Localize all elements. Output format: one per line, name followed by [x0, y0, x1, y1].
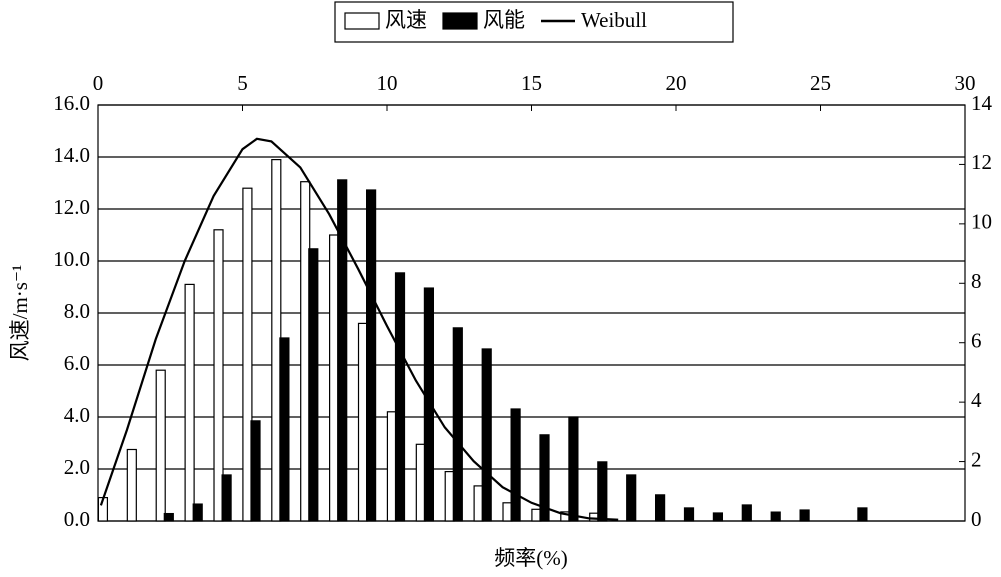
y-tick-label: 4.0 — [64, 403, 90, 427]
bar — [242, 187, 253, 522]
legend-box — [334, 1, 734, 43]
x-tick-label: 20 — [666, 71, 687, 95]
bar — [481, 348, 492, 522]
legend-label: 风速 — [385, 8, 427, 32]
y-tick-label: 6.0 — [64, 351, 90, 375]
bar — [163, 512, 174, 522]
x-tick-label: 30 — [955, 71, 976, 95]
y-tick-label: 8.0 — [64, 299, 90, 323]
bar — [221, 474, 232, 522]
y2-tick-label: 8 — [971, 269, 982, 293]
bar — [741, 504, 752, 522]
bar — [192, 503, 203, 522]
bar — [799, 509, 810, 522]
weibull-line — [99, 137, 619, 521]
y2-tick-label: 6 — [971, 329, 982, 353]
legend-swatch — [442, 12, 478, 30]
y-tick-label: 16.0 — [53, 91, 90, 115]
y2-tick-label: 14 — [971, 91, 993, 115]
bar — [250, 420, 261, 522]
x-tick-label: 5 — [237, 71, 248, 95]
x-tick-label: 10 — [377, 71, 398, 95]
bar — [279, 337, 290, 522]
y2-tick-label: 0 — [971, 507, 982, 531]
bar — [626, 474, 637, 522]
bar — [337, 179, 348, 522]
bar — [712, 512, 724, 522]
x-tick-label: 15 — [521, 71, 542, 95]
x-tick-label: 25 — [810, 71, 831, 95]
bar — [394, 272, 406, 522]
bar — [510, 408, 521, 522]
bar — [539, 434, 550, 522]
y2-tick-label: 12 — [971, 150, 992, 174]
legend-label: 风能 — [483, 8, 525, 32]
y-tick-label: 14.0 — [53, 143, 90, 167]
y2-tick-label: 10 — [971, 210, 992, 234]
bar — [155, 369, 166, 522]
bar — [857, 507, 868, 522]
y2-tick-label: 4 — [971, 388, 982, 412]
y-axis-label: 风速/m·s⁻¹ — [8, 265, 32, 362]
bar — [366, 189, 377, 522]
y-tick-label: 10.0 — [53, 247, 90, 271]
bar — [568, 416, 579, 522]
bar — [452, 327, 463, 522]
y-tick-label: 12.0 — [53, 195, 90, 219]
y-tick-label: 2.0 — [64, 455, 90, 479]
legend-label: Weibull — [581, 8, 647, 32]
y-tick-label: 0.0 — [64, 507, 90, 531]
legend-swatch — [344, 12, 380, 30]
bar — [213, 229, 224, 522]
x-axis-label: 频率(%) — [494, 546, 567, 570]
x-tick-label: 0 — [93, 71, 104, 95]
bar — [126, 448, 137, 522]
bar — [655, 494, 666, 522]
bar — [423, 287, 435, 522]
bar — [683, 507, 695, 522]
bar — [308, 248, 319, 522]
bar — [770, 511, 781, 522]
bar — [597, 461, 608, 522]
y2-tick-label: 2 — [971, 447, 982, 471]
bar — [184, 283, 195, 522]
